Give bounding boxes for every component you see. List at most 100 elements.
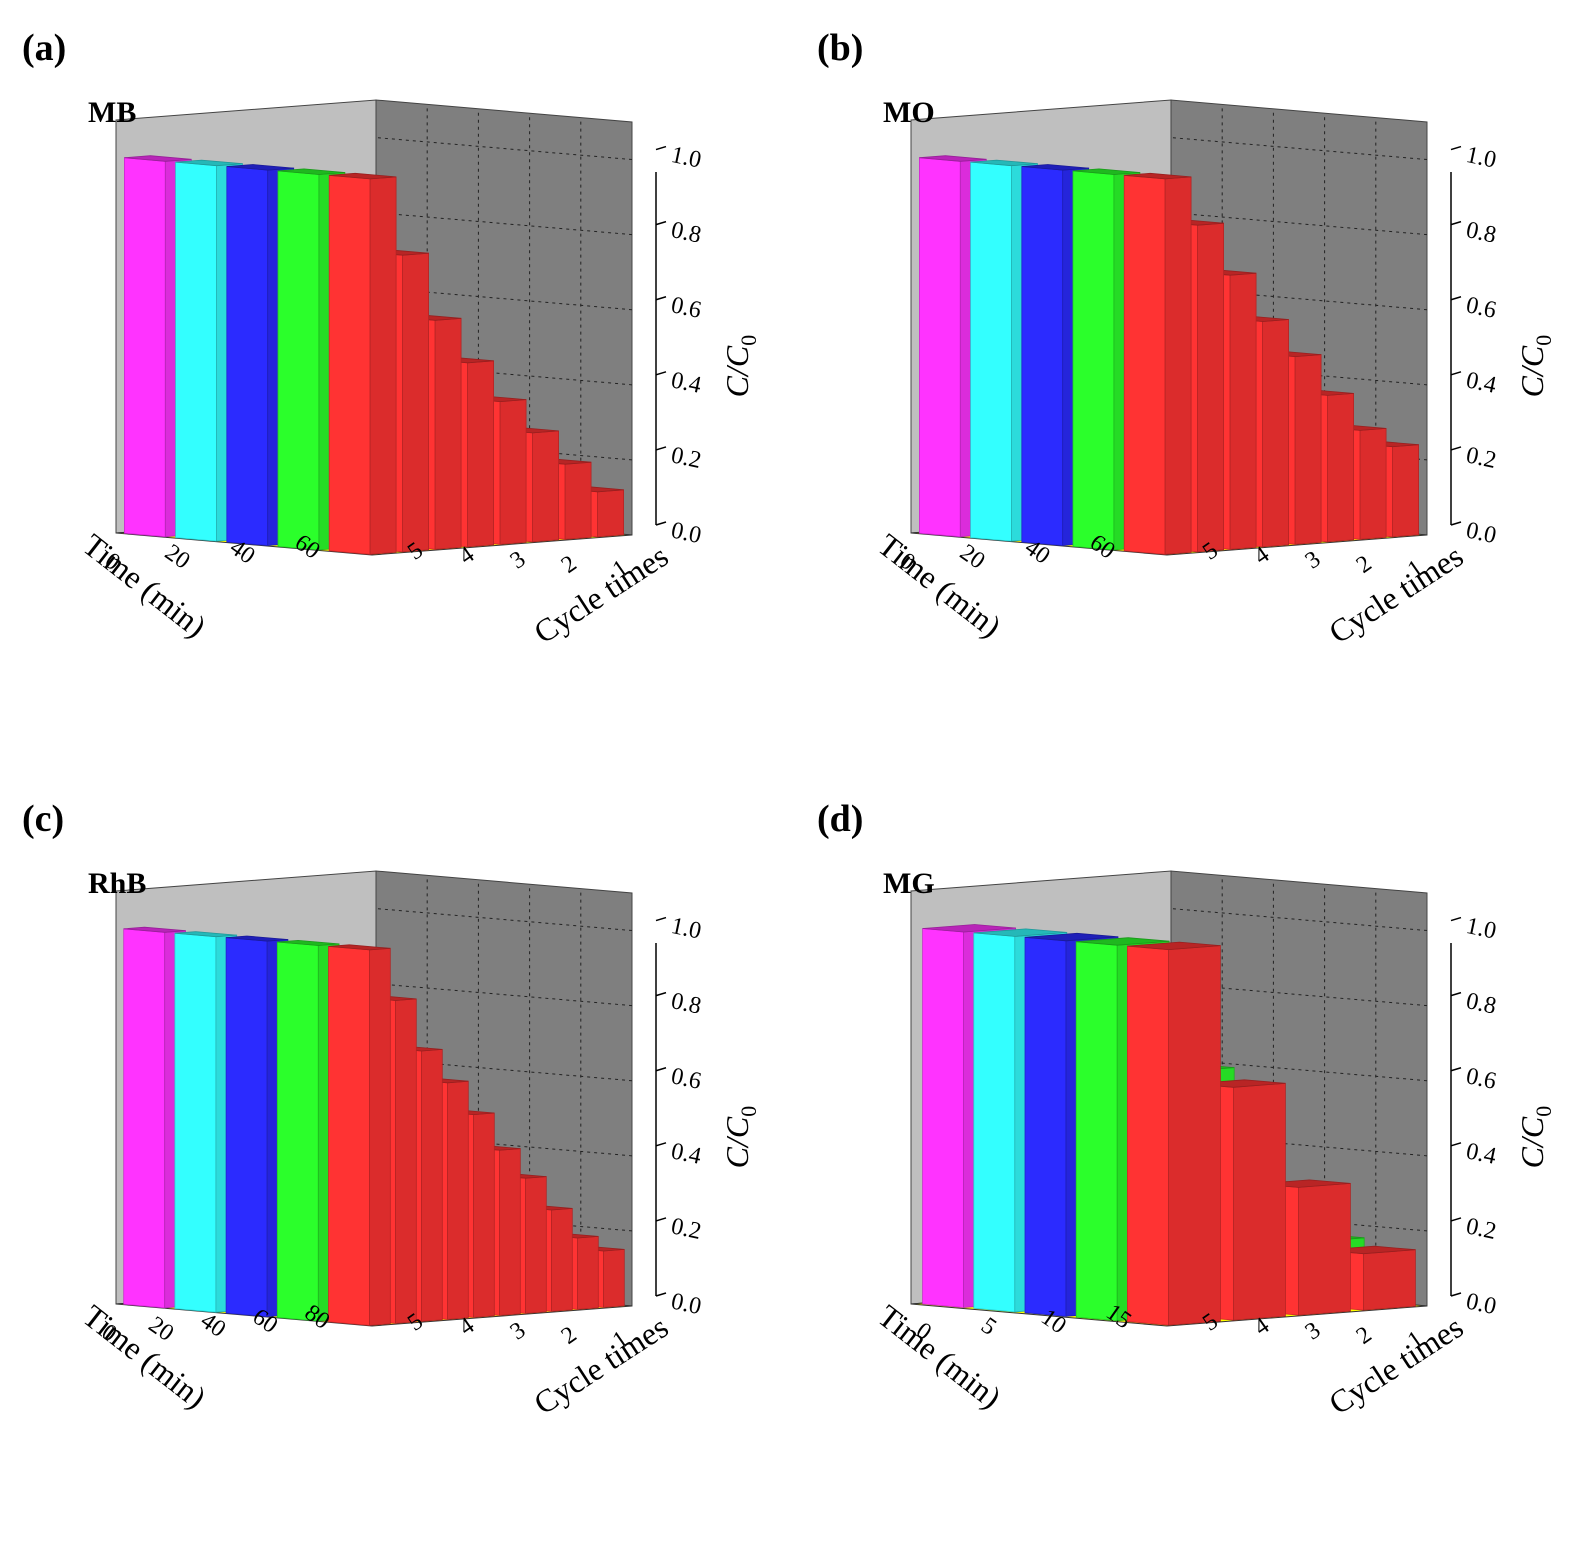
bar-1-0 <box>1126 941 1221 1326</box>
z-tick-label: 1.0 <box>669 142 704 174</box>
z-tick-label: 0.0 <box>1464 1288 1499 1320</box>
z-axis-title: C/C0 <box>719 335 761 398</box>
panel-letter: (b) <box>817 27 863 69</box>
cycle-axis-title: Cycle times <box>1322 537 1469 650</box>
z-tick-label: 0.0 <box>669 1288 704 1320</box>
grid-line <box>375 212 633 236</box>
panel-b: 0.0 0.2 0.4 0.6 0.8 1.0 C/C0 0 20 40 60 Time (min) 5… <box>795 0 1590 771</box>
z-tick-mark <box>1450 296 1462 301</box>
grid-line <box>375 983 633 1007</box>
grid-line <box>375 287 633 311</box>
z-tick-mark <box>1450 145 1462 151</box>
grid-line <box>375 908 633 932</box>
z-tick-mark <box>1450 991 1462 997</box>
z-tick-label: 1.0 <box>1464 913 1499 945</box>
cycle-tick-label: 2 <box>1352 1322 1377 1350</box>
z-tick-mark <box>655 1217 667 1222</box>
z-tick-label: 0.0 <box>1464 517 1499 549</box>
z-axis-title: C/C0 <box>719 1106 761 1169</box>
panel-c: 0.0 0.2 0.4 0.6 0.8 1.0 C/C0 0 20 40 60 80 Time (min… <box>0 771 795 1542</box>
z-tick-mark <box>655 521 667 526</box>
z-tick-label: 0.6 <box>669 292 704 324</box>
bar-1-0 <box>328 172 397 555</box>
z-tick-label: 0.8 <box>1464 217 1499 249</box>
grid-line <box>375 1133 633 1157</box>
grid-line <box>1170 287 1428 311</box>
grid-line <box>1170 983 1428 1007</box>
time-tick-label: 5 <box>976 1313 1001 1341</box>
dye-label: MB <box>88 96 136 129</box>
z-tick-mark <box>655 916 667 922</box>
cycle-tick-label: 2 <box>1352 551 1377 579</box>
grid-line <box>1170 1133 1428 1157</box>
z-tick-label: 0.4 <box>1464 1138 1499 1170</box>
grid-line <box>375 362 633 386</box>
z-tick-label: 0.2 <box>669 442 704 474</box>
z-tick-mark <box>1450 446 1462 451</box>
z-tick-mark <box>655 145 667 151</box>
grid-line <box>375 1058 633 1082</box>
z-tick-mark <box>655 1142 667 1147</box>
z-tick-label: 0.4 <box>669 1138 704 1170</box>
time-axis-title: Time (min) <box>76 1297 213 1415</box>
panel-d: 0.0 0.2 0.4 0.6 0.8 1.0 C/C0 0 5 10 15 Time (min) 5 4… <box>795 771 1590 1542</box>
z-tick-label: 0.6 <box>1464 1063 1499 1095</box>
cycle-tick-label: 2 <box>557 1322 582 1350</box>
z-tick-mark <box>1450 220 1462 226</box>
z-tick-mark <box>1450 1067 1462 1072</box>
grid-line <box>375 137 633 161</box>
dye-label: MO <box>883 96 935 129</box>
time-axis-title: Time (min) <box>871 1297 1008 1415</box>
cycle-axis-title: Cycle times <box>527 537 674 650</box>
time-tick-label: 20 <box>160 539 195 574</box>
grid-line <box>1170 137 1428 161</box>
z-tick-label: 0.2 <box>1464 442 1499 474</box>
z-tick-label: 0.8 <box>1464 988 1499 1020</box>
bar-1-0 <box>1123 172 1192 555</box>
z-tick-label: 0.8 <box>669 988 704 1020</box>
cycle-tick-label: 3 <box>506 1317 531 1345</box>
z-tick-mark <box>655 1292 667 1297</box>
cycle-tick-label: 3 <box>1301 546 1326 574</box>
time-axis-title: Time (min) <box>76 526 213 644</box>
z-tick-label: 0.8 <box>669 217 704 249</box>
z-tick-mark <box>1450 1217 1462 1222</box>
time-axis-title: Time (min) <box>871 526 1008 644</box>
z-tick-mark <box>655 991 667 997</box>
panel-letter: (d) <box>817 798 863 840</box>
z-tick-label: 0.6 <box>1464 292 1499 324</box>
z-tick-mark <box>655 446 667 451</box>
z-tick-label: 1.0 <box>669 913 704 945</box>
time-tick-label: 20 <box>955 539 990 574</box>
cycle-tick-label: 3 <box>1301 1317 1326 1345</box>
panel-letter: (a) <box>22 27 66 69</box>
z-axis-title: C/C0 <box>1514 1106 1556 1169</box>
dye-label: RhB <box>88 867 146 900</box>
z-tick-mark <box>655 1067 667 1072</box>
z-tick-label: 0.2 <box>1464 1213 1499 1245</box>
z-tick-label: 0.0 <box>669 517 704 549</box>
z-tick-mark <box>1450 1142 1462 1147</box>
cycle-axis-title: Cycle times <box>527 1308 674 1421</box>
cycle-tick-label: 3 <box>506 546 531 574</box>
z-tick-mark <box>1450 916 1462 922</box>
z-tick-mark <box>655 220 667 226</box>
z-tick-mark <box>1450 521 1462 526</box>
z-tick-mark <box>655 371 667 376</box>
panel-a: 0.0 0.2 0.4 0.6 0.8 1.0 C/C0 0 20 40 60 Time (min) 5… <box>0 0 795 771</box>
cycle-tick-label: 2 <box>557 551 582 579</box>
grid-line <box>1170 1058 1428 1082</box>
z-tick-label: 1.0 <box>1464 142 1499 174</box>
z-tick-label: 0.6 <box>669 1063 704 1095</box>
z-tick-label: 0.2 <box>669 1213 704 1245</box>
z-tick-label: 0.4 <box>1464 367 1499 399</box>
cycle-axis-title: Cycle times <box>1322 1308 1469 1421</box>
z-axis-title: C/C0 <box>1514 335 1556 398</box>
bar-1-0 <box>328 944 391 1326</box>
grid-line <box>1170 212 1428 236</box>
z-tick-mark <box>1450 371 1462 376</box>
